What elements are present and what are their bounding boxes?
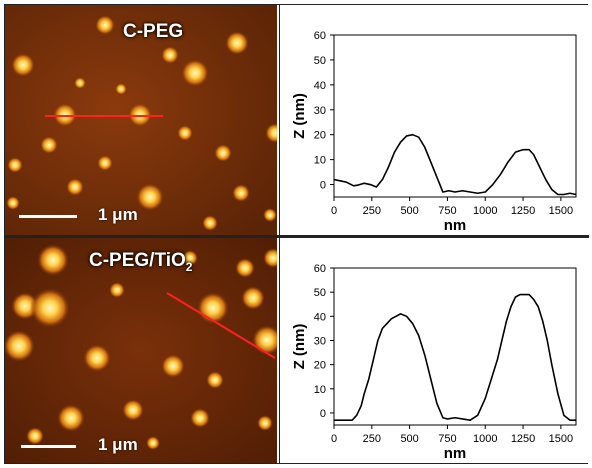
image-label-bottom-main: C-PEG/TiO [89,250,186,271]
afm-particle [161,46,179,64]
x-tick-label: 1000 [473,433,497,445]
x-tick-label: 1250 [511,433,535,445]
scale-label-bottom: 1 μm [98,435,138,454]
height-profile-line [334,293,576,421]
afm-particle [263,248,277,268]
x-tick-label: 1000 [473,205,497,217]
y-tick-label: 50 [314,55,326,67]
afm-particle [232,184,250,202]
image-label-bottom: C-PEG/TiO2 [89,250,192,274]
afm-particle [74,77,86,89]
y-tick-label: 40 [314,80,326,92]
profile-chart-bottom-svg: 0 10 20 30 40 50 60 0 250 500 750 1000 1250 1500 nm Z (… [291,263,577,462]
afm-particle [109,282,125,298]
y-tick-label: 20 [314,360,326,372]
y-tick-label: 20 [314,130,326,142]
x-axis-label: nm [444,445,467,462]
afm-particle [161,354,185,378]
x-tick-label: 0 [331,433,337,445]
y-tick-label: 0 [320,180,326,192]
x-tick-label: 1500 [549,433,573,445]
afm-particle [202,215,218,231]
x-axis-label: nm [444,217,467,234]
scale-bar-top [19,215,77,218]
afm-particle [122,399,144,421]
afm-particle [241,286,265,310]
afm-particle [97,155,113,171]
y-tick-label: 40 [314,311,326,323]
scale-bar-bottom [21,445,76,448]
plot-frame [333,34,577,198]
y-tick-label: 0 [320,408,326,420]
afm-particle [190,408,210,428]
afm-particles [6,15,277,231]
afm-particle [57,404,85,432]
afm-particle [6,196,20,210]
afm-particle [11,53,35,77]
afm-particle [66,178,84,196]
afm-particle [235,258,255,278]
afm-image-bottom-svg [5,238,277,463]
y-axis-label: Z (nm) [291,93,308,139]
profile-chart-top: 0 10 20 30 40 50 60 0 250 500 750 1000 1250 1500 nm Z (… [279,5,588,235]
x-tick-label: 750 [438,205,456,217]
y-tick-label: 60 [314,263,326,275]
horizontal-divider [5,235,589,238]
x-tick-label: 1500 [549,205,573,217]
x-tick-label: 1250 [511,205,535,217]
afm-particle [30,288,70,328]
afm-particle [225,31,249,55]
profile-chart-bottom: 0 10 20 30 40 50 60 0 250 500 750 1000 1250 1500 nm Z (… [279,238,588,463]
afm-image-top-svg [5,5,277,235]
x-tick-label: 500 [400,433,418,445]
scale-label-top: 1 μm [98,205,138,224]
afm-particle [177,125,193,141]
y-tick-label: 60 [314,30,326,42]
x-tick-label: 250 [363,433,381,445]
afm-particle [5,330,35,362]
afm-particle [181,59,209,87]
y-tick-label: 30 [314,335,326,347]
x-tick-label: 0 [331,205,337,217]
afm-particle [83,344,111,372]
x-tick-label: 750 [438,433,456,445]
profile-chart-top-svg: 0 10 20 30 40 50 60 0 250 500 750 1000 1250 1500 nm Z (… [291,30,577,234]
afm-particle [182,250,198,266]
x-tick-label: 250 [363,205,381,217]
afm-particle [214,144,232,162]
y-tick-label: 10 [314,384,326,396]
afm-particle [115,83,127,95]
afm-particle [40,136,58,154]
afm-particle [265,123,277,143]
x-tick-label: 500 [400,205,418,217]
afm-particle [37,244,69,276]
y-tick-label: 10 [314,155,326,167]
figure-frame: C-PEG 1 μm 0 10 20 30 40 50 60 0 250 500 750 1000 12… [4,4,589,464]
afm-particle [206,371,224,389]
plot-frame [333,267,577,426]
afm-image-bottom: C-PEG/TiO2 1 μm [5,238,277,463]
y-axis-label: Z (nm) [291,324,308,370]
profile-line-bottom [166,292,276,359]
y-tick-label: 50 [314,287,326,299]
afm-particle [263,208,277,222]
image-label-top: C-PEG [123,21,183,43]
afm-particle [136,183,164,211]
image-label-top-main: C-PEG [123,21,184,42]
y-tick-label: 30 [314,105,326,117]
afm-particle [7,157,23,173]
afm-particle [95,15,115,35]
height-profile-line [333,133,577,196]
afm-particle [26,427,44,445]
afm-particle [197,292,229,324]
image-label-bottom-sub: 2 [185,259,193,274]
afm-particle [146,436,160,450]
afm-image-top: C-PEG 1 μm [5,5,277,235]
afm-particle [257,415,273,431]
